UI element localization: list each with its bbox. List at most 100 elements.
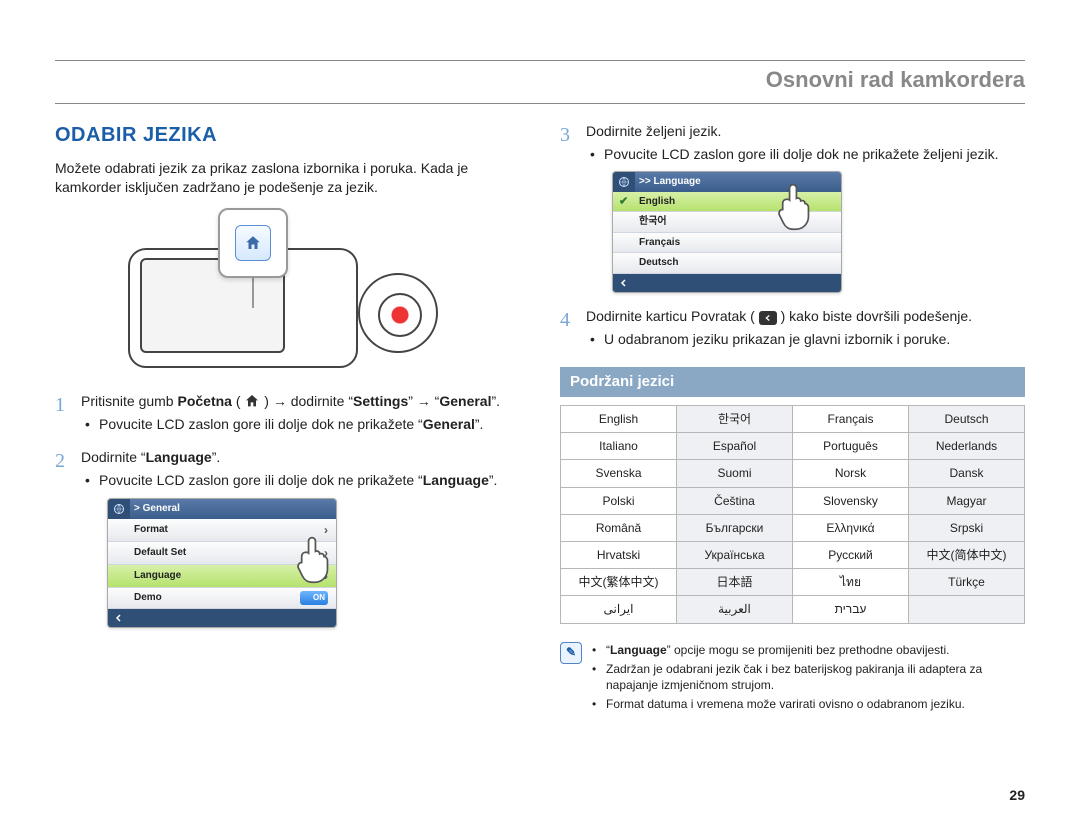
lang-cell: Español bbox=[677, 433, 793, 460]
step3-sub: Povucite LCD zaslon gore ili dolje dok n… bbox=[586, 145, 1025, 164]
note-icon: ✎ bbox=[560, 642, 582, 664]
left-steps: Pritisnite gumb Početna ( ) → dodirnite … bbox=[55, 392, 520, 628]
left-column: ODABIR JEZIKA Možete odabrati jezik za p… bbox=[55, 122, 520, 716]
globe-icon bbox=[108, 499, 130, 519]
lang-cell: Українська bbox=[677, 541, 793, 568]
home-button-callout bbox=[235, 225, 271, 261]
camera-lens bbox=[358, 273, 438, 353]
right-steps: Dodirnite željeni jezik. Povucite LCD za… bbox=[560, 122, 1025, 349]
back-icon bbox=[108, 609, 130, 627]
mini-row-francais: Français bbox=[613, 233, 841, 254]
lang-cell: Português bbox=[793, 433, 909, 460]
mini-row-deutsch: Deutsch bbox=[613, 253, 841, 274]
step-1: Pritisnite gumb Početna ( ) → dodirnite … bbox=[55, 392, 520, 434]
lang-cell: 한국어 bbox=[677, 406, 793, 433]
chapter-rule bbox=[55, 103, 1025, 104]
step2-sub1: Povucite LCD zaslon gore ili dolje dok n… bbox=[81, 471, 520, 490]
globe-icon bbox=[613, 172, 635, 192]
section-heading: ODABIR JEZIKA bbox=[55, 122, 520, 149]
chevron-right-icon: › bbox=[324, 545, 328, 561]
mini-row-korean: 한국어 bbox=[613, 212, 841, 233]
lang-cell: العربیة bbox=[677, 596, 793, 623]
step2-sub: Povucite LCD zaslon gore ili dolje dok n… bbox=[81, 471, 520, 490]
home-icon bbox=[244, 234, 262, 252]
mini-general-list: Format› Default Set› Language› DemoON bbox=[108, 519, 336, 610]
supported-languages-heading: Podržani jezici bbox=[560, 367, 1025, 397]
home-icon-inline bbox=[244, 393, 260, 409]
callout-line bbox=[252, 278, 254, 308]
two-columns: ODABIR JEZIKA Možete odabrati jezik za p… bbox=[55, 122, 1025, 716]
lang-cell: 中文(繁体中文) bbox=[561, 569, 677, 596]
check-icon: ✔ bbox=[619, 194, 628, 209]
lang-cell: Български bbox=[677, 514, 793, 541]
camera-illustration bbox=[128, 208, 448, 378]
lang-cell: 日本語 bbox=[677, 569, 793, 596]
mini-row-demo: DemoON bbox=[108, 588, 336, 609]
lang-cell: Dansk bbox=[909, 460, 1025, 487]
step4-sub1: U odabranom jeziku prikazan je glavni iz… bbox=[586, 330, 1025, 349]
return-tab-icon bbox=[759, 311, 777, 325]
back-icon bbox=[613, 274, 635, 292]
intro-text: Možete odabrati jezik za prikaz zaslona … bbox=[55, 159, 520, 197]
mini-general-title: > General bbox=[134, 503, 180, 514]
lang-cell: Italiano bbox=[561, 433, 677, 460]
toggle-on: ON bbox=[300, 591, 328, 605]
lang-cell: Hrvatski bbox=[561, 541, 677, 568]
step-4: Dodirnite karticu Povratak ( ) kako bist… bbox=[560, 307, 1025, 349]
step4-text: Dodirnite karticu Povratak ( ) kako bist… bbox=[586, 308, 972, 324]
step1-text: Pritisnite gumb Početna ( ) → dodirnite … bbox=[81, 393, 500, 409]
mini-general-footer bbox=[108, 609, 336, 627]
lang-cell: English bbox=[561, 406, 677, 433]
lang-cell: Türkçe bbox=[909, 569, 1025, 596]
lang-cell: Srpski bbox=[909, 514, 1025, 541]
top-rule bbox=[55, 60, 1025, 61]
chevron-right-icon: › bbox=[324, 522, 328, 538]
note-list: “Language” opcije mogu se promijeniti be… bbox=[592, 642, 1025, 716]
lang-cell: 中文(简体中文) bbox=[909, 541, 1025, 568]
step4-sub: U odabranom jeziku prikazan je glavni iz… bbox=[586, 330, 1025, 349]
lang-cell bbox=[909, 596, 1025, 623]
lang-cell: Nederlands bbox=[909, 433, 1025, 460]
mini-general-screenshot: > General Format› Default Set› Language›… bbox=[107, 498, 337, 628]
lang-cell: Français bbox=[793, 406, 909, 433]
note-3: Format datuma i vremena može varirati ov… bbox=[592, 696, 1025, 712]
mini-lang-title: >> Language bbox=[639, 176, 701, 187]
step3-sub1: Povucite LCD zaslon gore ili dolje dok n… bbox=[586, 145, 1025, 164]
step2-text: Dodirnite “Language”. bbox=[81, 449, 220, 465]
mini-row-default-set: Default Set› bbox=[108, 542, 336, 565]
chevron-right-icon: › bbox=[324, 568, 328, 584]
lang-cell: Polski bbox=[561, 487, 677, 514]
note-2: Zadržan je odabrani jezik čak i bez bate… bbox=[592, 661, 1025, 693]
note-block: ✎ “Language” opcije mogu se promijeniti … bbox=[560, 642, 1025, 716]
mini-row-english: ✔English bbox=[613, 192, 841, 213]
step-3: Dodirnite željeni jezik. Povucite LCD za… bbox=[560, 122, 1025, 293]
lang-cell: עברית bbox=[793, 596, 909, 623]
lang-cell: Norsk bbox=[793, 460, 909, 487]
mini-lang-list: ✔English 한국어 Français Deutsch bbox=[613, 192, 841, 274]
mini-language-screenshot: >> Language ✔English 한국어 Français Deutsc… bbox=[612, 171, 842, 293]
lang-cell: Suomi bbox=[677, 460, 793, 487]
lang-cell: Română bbox=[561, 514, 677, 541]
callout-box bbox=[218, 208, 288, 278]
lang-cell: ایرانی bbox=[561, 596, 677, 623]
step1-sub: Povucite LCD zaslon gore ili dolje dok n… bbox=[81, 415, 520, 434]
lang-cell: Deutsch bbox=[909, 406, 1025, 433]
mini-row-language: Language› bbox=[108, 565, 336, 588]
lang-cell: Svenska bbox=[561, 460, 677, 487]
lang-cell: Magyar bbox=[909, 487, 1025, 514]
lang-cell: Čeština bbox=[677, 487, 793, 514]
lang-cell: ไทย bbox=[793, 569, 909, 596]
step-2: Dodirnite “Language”. Povucite LCD zaslo… bbox=[55, 448, 520, 628]
mini-row-format: Format› bbox=[108, 519, 336, 542]
page-number: 29 bbox=[1009, 786, 1025, 805]
note-1: “Language” opcije mogu se promijeniti be… bbox=[592, 642, 1025, 658]
step1-sub1: Povucite LCD zaslon gore ili dolje dok n… bbox=[81, 415, 520, 434]
chapter-title: Osnovni rad kamkordera bbox=[55, 65, 1025, 95]
lang-cell: Русский bbox=[793, 541, 909, 568]
step3-text: Dodirnite željeni jezik. bbox=[586, 123, 721, 139]
mini-lang-titlebar: >> Language bbox=[613, 172, 841, 192]
lang-cell: Ελληνικά bbox=[793, 514, 909, 541]
mini-lang-footer bbox=[613, 274, 841, 292]
mini-general-titlebar: > General bbox=[108, 499, 336, 519]
lang-cell: Slovensky bbox=[793, 487, 909, 514]
